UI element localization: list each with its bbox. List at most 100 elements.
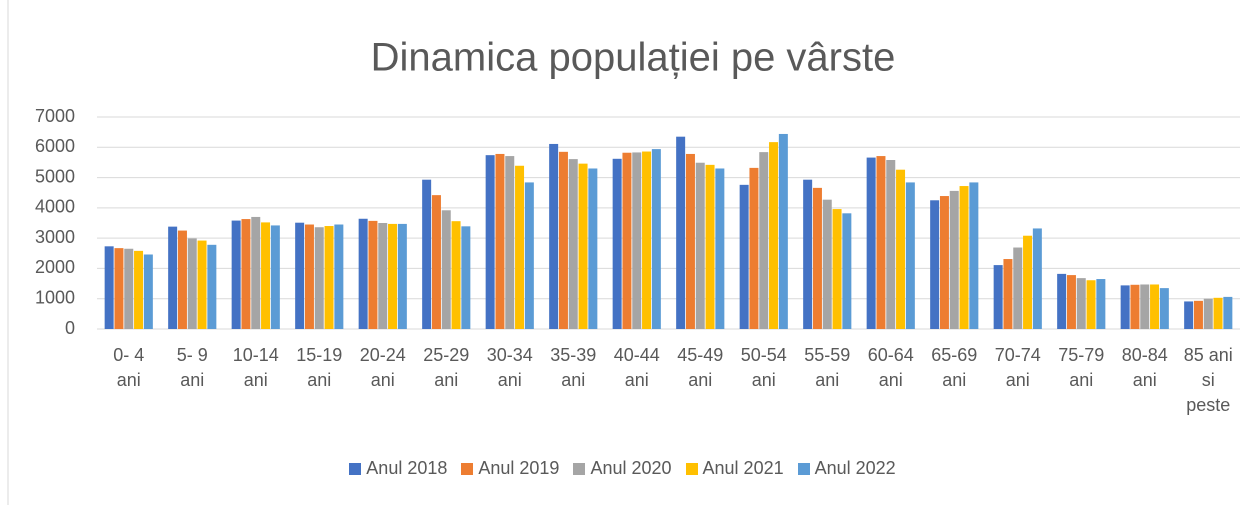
bar bbox=[803, 179, 813, 329]
legend-item: Anul 2022 bbox=[797, 458, 896, 479]
bar bbox=[1203, 298, 1213, 329]
bar bbox=[1003, 259, 1013, 329]
bar bbox=[1140, 284, 1150, 329]
legend-item: Anul 2018 bbox=[349, 458, 447, 479]
bar bbox=[461, 226, 471, 329]
x-tick-label: 25-29 ani bbox=[423, 345, 470, 390]
x-tick-label: 35-39 ani bbox=[550, 345, 597, 390]
bar bbox=[578, 163, 588, 329]
bar bbox=[1032, 228, 1042, 329]
legend-swatch bbox=[461, 462, 474, 475]
legend-swatch bbox=[349, 462, 362, 475]
bar bbox=[715, 168, 725, 329]
bar bbox=[1193, 300, 1203, 329]
bar bbox=[104, 246, 114, 329]
legend-item: Anul 2020 bbox=[573, 458, 672, 479]
bar bbox=[1086, 280, 1096, 329]
y-tick-label: 5000 bbox=[35, 166, 75, 186]
bar bbox=[368, 220, 378, 329]
legend-label: Anul 2020 bbox=[590, 458, 672, 478]
x-tick-label: 70-74 ani bbox=[994, 345, 1041, 390]
bar bbox=[876, 156, 886, 329]
legend-label: Anul 2022 bbox=[814, 458, 896, 478]
y-tick-label: 4000 bbox=[35, 197, 75, 217]
y-tick-label: 0 bbox=[65, 318, 75, 338]
bar bbox=[143, 254, 153, 329]
bar bbox=[187, 238, 197, 329]
bar bbox=[1013, 247, 1023, 329]
y-tick-label: 2000 bbox=[35, 257, 75, 277]
bar bbox=[651, 149, 661, 329]
bar bbox=[642, 151, 652, 329]
legend-swatch bbox=[685, 462, 698, 475]
bar bbox=[431, 195, 441, 329]
x-tick-label: 80-84 ani bbox=[1121, 345, 1168, 390]
x-tick-label: 30-34 ani bbox=[486, 345, 533, 390]
bar bbox=[769, 142, 779, 329]
bar bbox=[866, 157, 876, 329]
bar bbox=[969, 182, 979, 329]
bar bbox=[588, 168, 598, 329]
bar bbox=[739, 184, 749, 329]
bar bbox=[959, 186, 969, 329]
bar bbox=[334, 224, 344, 329]
bar bbox=[1120, 285, 1130, 329]
bar bbox=[832, 209, 842, 329]
bar bbox=[1150, 284, 1160, 329]
bar bbox=[358, 218, 368, 329]
bar bbox=[812, 187, 822, 329]
bar bbox=[822, 199, 832, 329]
bar bbox=[896, 169, 906, 329]
bar bbox=[168, 226, 178, 329]
bar bbox=[778, 133, 788, 329]
y-tick-label: 7000 bbox=[35, 106, 75, 126]
bar bbox=[1130, 284, 1140, 329]
bar bbox=[505, 156, 515, 329]
bar bbox=[134, 250, 144, 329]
x-tick-label: 65-69 ani bbox=[931, 345, 978, 390]
x-tick-label: 0- 4 ani bbox=[113, 345, 145, 390]
legend-label: Anul 2021 bbox=[702, 458, 784, 478]
x-tick-label: 75-79 ani bbox=[1058, 345, 1105, 390]
bar bbox=[451, 221, 461, 329]
bar bbox=[842, 213, 852, 329]
bar bbox=[378, 223, 388, 329]
bar bbox=[1184, 301, 1194, 329]
bar bbox=[495, 153, 505, 329]
bar bbox=[388, 223, 398, 329]
legend-item: Anul 2021 bbox=[685, 458, 784, 479]
bar bbox=[1159, 288, 1169, 329]
bar bbox=[397, 223, 407, 329]
x-tick-label: 55-59 ani bbox=[804, 345, 851, 390]
bar bbox=[524, 182, 534, 329]
bar bbox=[197, 240, 207, 329]
bar bbox=[441, 210, 451, 329]
x-tick-label: 50-54 ani bbox=[740, 345, 787, 390]
bar bbox=[324, 226, 334, 329]
y-tick-label: 6000 bbox=[35, 136, 75, 156]
bar bbox=[558, 151, 568, 329]
bar bbox=[241, 219, 251, 329]
bar bbox=[612, 158, 622, 329]
bar bbox=[622, 152, 632, 329]
bar bbox=[549, 143, 559, 329]
y-tick-label: 1000 bbox=[35, 287, 75, 307]
bar bbox=[251, 216, 261, 329]
bar bbox=[1213, 297, 1223, 329]
bar bbox=[685, 153, 695, 329]
legend: Anul 2018 Anul 2019 Anul 2020 Anul 2021 Anul… bbox=[0, 458, 1245, 479]
bar bbox=[1057, 273, 1067, 329]
bar bbox=[1066, 275, 1076, 329]
x-tick-label: 60-64 ani bbox=[867, 345, 914, 390]
bar bbox=[114, 248, 124, 329]
bar bbox=[905, 182, 915, 329]
bar bbox=[207, 244, 217, 329]
bar bbox=[939, 196, 949, 329]
bar bbox=[749, 167, 759, 329]
bar bbox=[304, 224, 314, 329]
x-tick-label: 20-24 ani bbox=[359, 345, 406, 390]
legend-swatch bbox=[797, 462, 810, 475]
bar bbox=[695, 162, 705, 329]
bar bbox=[485, 155, 495, 329]
